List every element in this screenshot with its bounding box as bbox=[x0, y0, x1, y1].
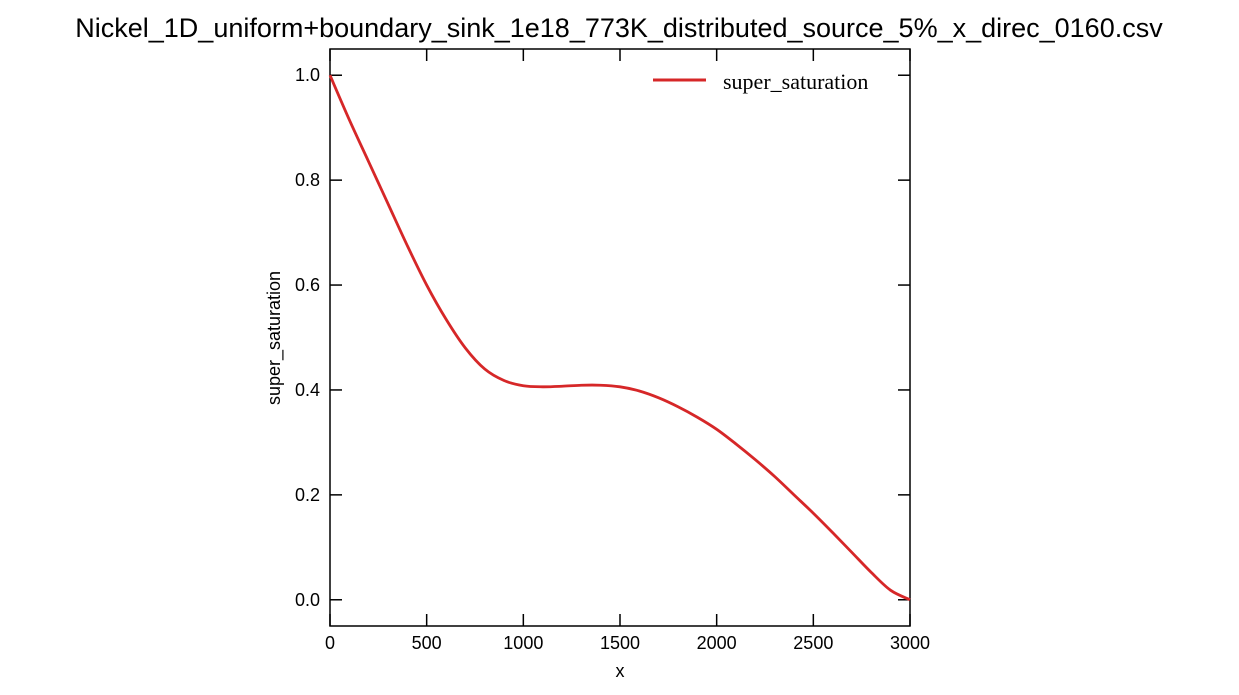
y-axis-ticks: 0.0 0.2 0.4 0.6 0.8 1.0 bbox=[295, 65, 910, 610]
chart-title: Nickel_1D_uniform+boundary_sink_1e18_773… bbox=[75, 13, 1163, 43]
x-axis-ticks: 0 500 1000 1500 2000 2500 3000 bbox=[325, 49, 930, 653]
x-tick-label: 500 bbox=[412, 633, 442, 653]
y-tick-label: 1.0 bbox=[295, 65, 320, 85]
y-axis-label: super_saturation bbox=[264, 271, 285, 405]
legend: super_saturation bbox=[653, 69, 868, 94]
plot-frame bbox=[329, 48, 911, 627]
x-axis-label: x bbox=[616, 661, 625, 681]
x-tick-label: 1500 bbox=[600, 633, 640, 653]
x-tick-label: 2500 bbox=[793, 633, 833, 653]
y-tick-label: 0.8 bbox=[295, 170, 320, 190]
y-tick-label: 0.2 bbox=[295, 485, 320, 505]
y-tick-label: 0.0 bbox=[295, 590, 320, 610]
y-tick-label: 0.4 bbox=[295, 380, 320, 400]
legend-label: super_saturation bbox=[723, 69, 868, 94]
x-tick-label: 0 bbox=[325, 633, 335, 653]
x-tick-label: 2000 bbox=[697, 633, 737, 653]
plot-area: 0 500 1000 1500 2000 2500 3000 0.0 0.2 0.4 0.6 0.8… bbox=[295, 48, 930, 653]
x-tick-label: 3000 bbox=[890, 633, 930, 653]
x-tick-label: 1000 bbox=[503, 633, 543, 653]
series-line bbox=[328, 74, 911, 602]
y-tick-label: 0.6 bbox=[295, 275, 320, 295]
series-layer bbox=[328, 74, 911, 602]
